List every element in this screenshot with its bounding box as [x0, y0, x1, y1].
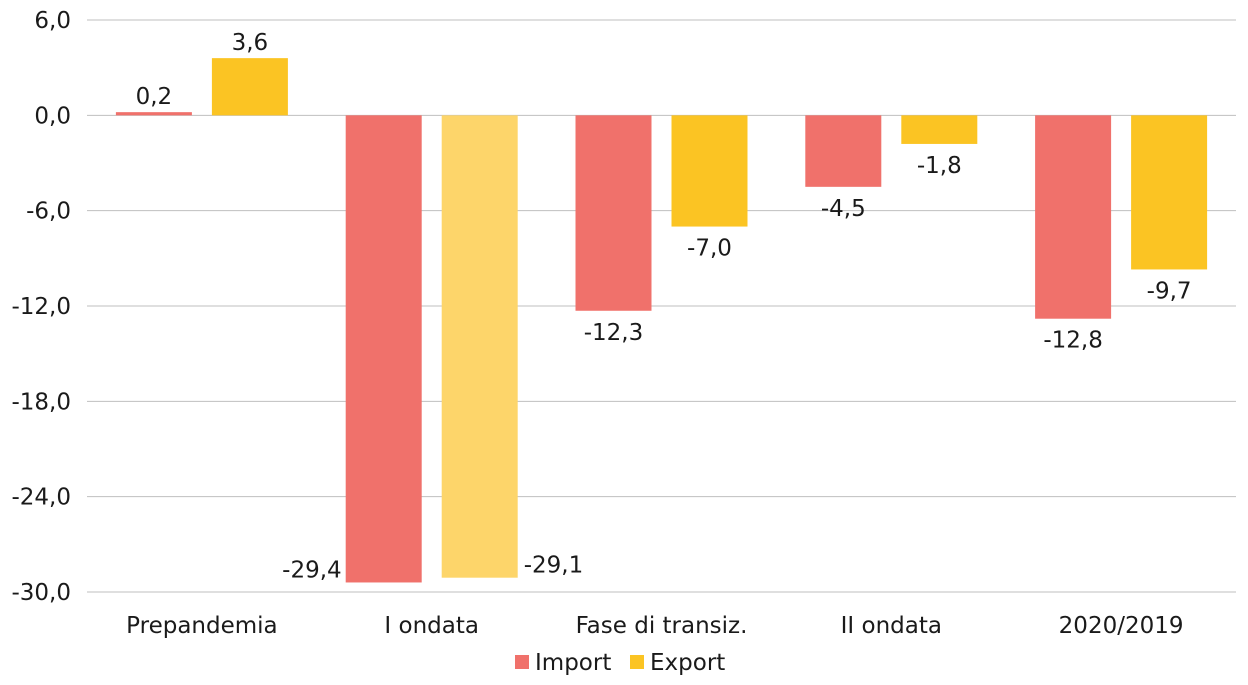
x-category-label: Fase di transiz. [576, 613, 748, 639]
y-axis-ticks: 6,0 0,0 -6,0 -12,0 -18,0 -24,0 -30,0 [11, 8, 71, 606]
bar-import-2 [575, 115, 652, 311]
y-tick-label: -18,0 [11, 389, 71, 415]
x-category-label: Prepandemia [126, 613, 277, 639]
y-tick-label: -12,0 [11, 294, 71, 320]
data-label-import-0: 0,2 [136, 84, 173, 110]
bar-export-4 [1131, 115, 1208, 270]
bar-export-0 [211, 58, 288, 116]
data-label-export-2: -7,0 [687, 236, 732, 262]
bar-import-3 [805, 115, 882, 187]
y-tick-label: -30,0 [11, 580, 71, 606]
legend-label-export: Export [650, 650, 725, 676]
data-label-import-2: -12,3 [584, 320, 644, 346]
bar-import-0 [115, 112, 192, 116]
y-tick-label: -24,0 [11, 485, 71, 511]
legend-swatch-export [630, 655, 644, 669]
x-category-label: II ondata [841, 613, 942, 639]
data-label-import-3: -4,5 [821, 196, 866, 222]
x-category-label: I ondata [384, 613, 479, 639]
legend-label-import: Import [535, 650, 611, 676]
legend-swatch-import [515, 655, 529, 669]
data-label-export-3: -1,8 [917, 153, 962, 179]
data-label-export-1: -29,1 [524, 553, 584, 579]
bar-export-1 [441, 115, 518, 578]
x-axis-categories: Prepandemia I ondata Fase di transiz. II on… [126, 613, 1183, 639]
y-tick-label: 0,0 [34, 103, 71, 129]
bars [115, 58, 1208, 583]
y-tick-label: -6,0 [26, 199, 71, 225]
bar-export-2 [671, 115, 748, 227]
bar-export-3 [901, 115, 978, 144]
y-tick-label: 6,0 [34, 8, 71, 34]
bar-import-4 [1035, 115, 1112, 319]
bar-import-1 [345, 115, 422, 583]
data-label-import-1: -29,4 [282, 557, 342, 583]
data-labels: 0,2 -29,4 -12,3 -4,5 -12,8 3,6 -29,1 -7,0 -1,8 -9… [136, 30, 1192, 583]
data-label-import-4: -12,8 [1043, 328, 1103, 354]
legend: Import Export [515, 650, 725, 676]
x-category-label: 2020/2019 [1059, 613, 1184, 639]
data-label-export-4: -9,7 [1147, 278, 1192, 304]
data-label-export-0: 3,6 [232, 30, 269, 56]
